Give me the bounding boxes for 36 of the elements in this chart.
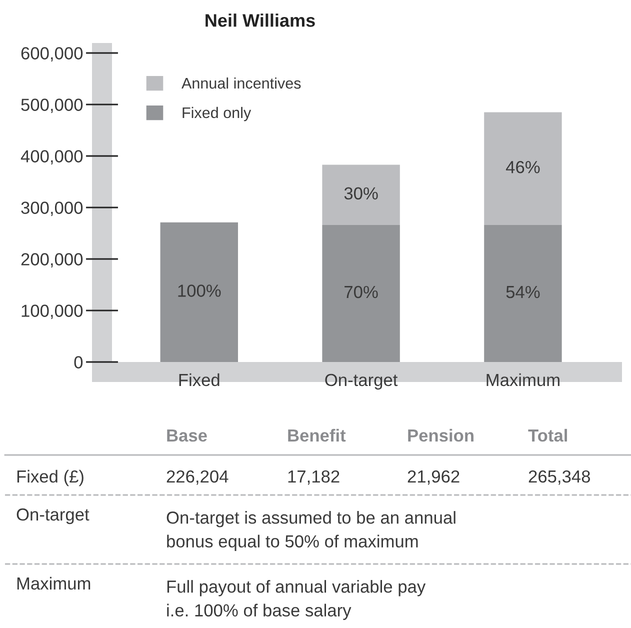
annotation: 70% — [344, 286, 378, 298]
y-tick-label: 500,000 — [21, 98, 83, 114]
bar — [322, 225, 400, 362]
legend-label: Fixed only — [182, 106, 252, 122]
text: Benefit — [288, 428, 346, 442]
text: Base — [167, 430, 207, 442]
chart-title: Neil Williams — [206, 14, 315, 27]
y-tick-label: 400,000 — [20, 150, 83, 165]
text: 21,962 — [408, 470, 460, 485]
x-tick-label: Maximum — [486, 373, 560, 386]
text: 265,348 — [528, 470, 590, 485]
legend-label: Annual incentives — [182, 77, 301, 89]
bar — [322, 164, 400, 226]
annotation: 54% — [506, 286, 540, 298]
text: Pension — [408, 428, 474, 442]
text: Fixed (£) — [17, 470, 84, 486]
annotation: 100% — [178, 284, 221, 297]
y-tick-label: 0 — [74, 356, 83, 368]
text: Maximum — [17, 576, 90, 590]
text: On-target is assumed to be an annual bonus equal to 50% of maximum — [166, 511, 456, 551]
x-tick-label: Fixed — [179, 373, 220, 386]
bar — [160, 222, 238, 362]
y-tick-label: 100,000 — [22, 304, 83, 320]
text: 226,204 — [166, 470, 228, 485]
y-tick-label: 600,000 — [21, 47, 83, 62]
text: Total — [528, 428, 567, 442]
text: On-target — [16, 508, 90, 524]
text: Full payout of annual variable pay i.e. 100% of base salary — [167, 580, 426, 620]
y-tick-label: 200,000 — [21, 253, 83, 268]
y-tick-label: 300,000 — [21, 202, 83, 216]
text: 17,182 — [288, 470, 340, 485]
annotation: 30% — [344, 187, 378, 200]
x-tick-label: On-target — [325, 374, 398, 390]
bar — [484, 225, 562, 362]
bar — [484, 112, 562, 226]
annotation: 46% — [506, 160, 540, 174]
